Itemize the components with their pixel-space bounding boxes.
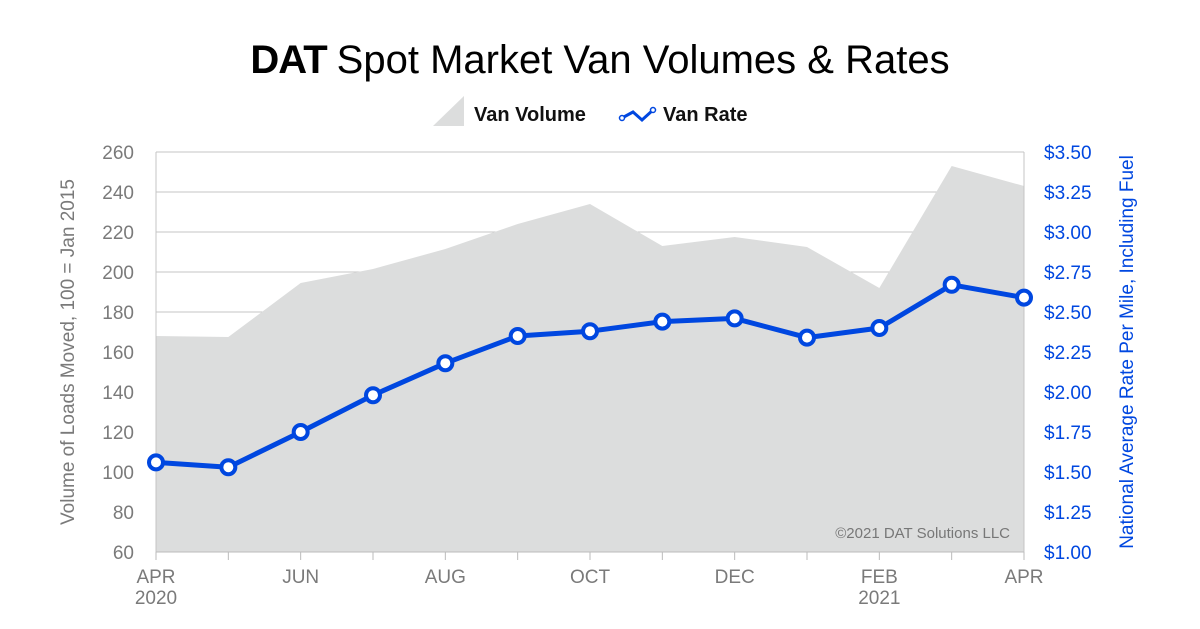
legend-area-icon — [433, 96, 464, 126]
y2-tick-label: $3.00 — [1044, 223, 1092, 244]
y2-tick-label: $3.50 — [1044, 143, 1092, 164]
y2-tick-label: $1.50 — [1044, 463, 1092, 484]
y2-tick-label: $1.75 — [1044, 423, 1092, 444]
y2-tick-label: $2.00 — [1044, 383, 1092, 404]
y2-tick-label: $1.00 — [1044, 543, 1092, 564]
dat-logo: DAT — [250, 38, 327, 82]
legend-van-rate: Van Rate — [663, 104, 747, 126]
y-axis-label: Volume of Loads Moved, 100 = Jan 2015 — [58, 179, 79, 525]
van-rate-point — [942, 275, 961, 294]
y2-tick-label: $2.25 — [1044, 343, 1092, 364]
legend-line-icon-dot — [649, 106, 657, 114]
van-rate-point — [219, 458, 238, 477]
y2-tick-label: $2.50 — [1044, 303, 1092, 324]
x-tick-label: JUN — [282, 567, 319, 588]
van-rate-point — [798, 328, 816, 347]
legend-line-icon — [621, 108, 655, 123]
y2-tick-label: $1.25 — [1044, 503, 1092, 524]
chart-title-text: Spot Market Van Volumes & Rates — [336, 38, 950, 82]
y-tick-label: 100 — [102, 463, 134, 484]
van-rate-point — [147, 453, 165, 472]
y2-tick-label: $3.25 — [1044, 183, 1092, 204]
van-rate-point — [1015, 288, 1033, 307]
legend-line-icon-dot — [618, 114, 626, 122]
x-tick-label: APR — [136, 567, 175, 588]
van-rate-point — [364, 386, 382, 405]
y-tick-label: 120 — [102, 423, 134, 444]
van-rate-point — [581, 322, 599, 341]
van-rate-point — [291, 423, 310, 441]
y-tick-label: 260 — [102, 143, 134, 164]
x-tick-label: 2020 — [135, 588, 177, 609]
legend-van-volume: Van Volume — [474, 104, 586, 126]
van-rate-point — [508, 327, 527, 345]
copyright-annotation: ©2021 DAT Solutions LLC — [835, 525, 1010, 542]
x-tick-label: AUG — [425, 567, 466, 588]
x-tick-label: FEB — [861, 567, 898, 588]
y2-axis-label: National Average Rate Per Mile, Includin… — [1117, 155, 1138, 549]
y-tick-label: 140 — [102, 383, 134, 404]
chart-title: DAT Spot Market Van Volumes & Rates — [0, 38, 1200, 83]
van-volume-area — [156, 166, 1024, 552]
y-tick-label: 220 — [102, 223, 134, 244]
van-rate-point — [436, 354, 455, 373]
x-tick-label: APR — [1004, 567, 1043, 588]
y-tick-label: 160 — [102, 343, 134, 364]
y-tick-label: 60 — [113, 543, 134, 564]
van-rate-point — [653, 312, 672, 331]
y-tick-label: 180 — [102, 303, 134, 324]
y-tick-label: 200 — [102, 263, 134, 284]
x-tick-label: DEC — [715, 567, 755, 588]
van-rate-point — [725, 309, 744, 328]
van-rate-point — [870, 319, 889, 337]
x-tick-label: OCT — [570, 567, 611, 588]
y2-tick-label: $2.75 — [1044, 263, 1092, 284]
y-tick-label: 80 — [113, 503, 134, 524]
y-tick-label: 240 — [102, 183, 134, 204]
x-tick-label: 2021 — [858, 588, 900, 609]
